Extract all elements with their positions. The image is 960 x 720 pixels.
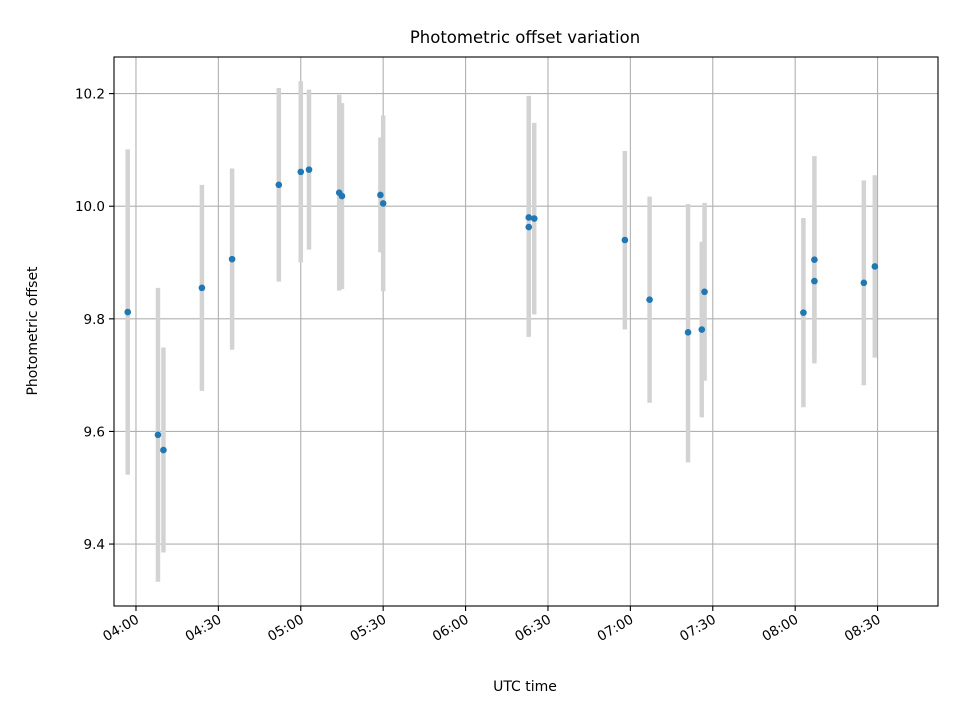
data-point (297, 168, 305, 176)
data-point (646, 296, 653, 303)
data-point (871, 263, 879, 270)
data-point (228, 255, 236, 263)
y-tick-label: 9.6 (84, 424, 105, 440)
y-tick-label: 9.8 (84, 312, 105, 328)
data-points (124, 166, 879, 454)
data-point (530, 215, 538, 222)
data-point (160, 446, 167, 454)
data-point (811, 256, 818, 264)
data-point (800, 309, 807, 316)
chart-title: Photometric offset variation (410, 28, 640, 47)
data-point (525, 214, 533, 221)
data-point (338, 192, 346, 200)
y-axis-label: Photometric offset (25, 266, 41, 396)
data-point (377, 191, 384, 199)
data-point (698, 326, 706, 333)
data-point (154, 431, 162, 439)
data-point (275, 181, 283, 189)
y-tick-label: 10.0 (75, 199, 105, 215)
data-point (305, 166, 313, 173)
data-point (379, 200, 387, 207)
data-point (811, 277, 818, 285)
data-point (621, 236, 629, 244)
data-point (860, 279, 868, 287)
y-tick-label: 10.2 (75, 87, 105, 103)
data-point (198, 284, 206, 292)
plot-frame (113, 56, 939, 607)
data-point (701, 288, 708, 296)
data-point (124, 308, 132, 316)
data-point (684, 329, 692, 336)
data-point (525, 223, 533, 231)
y-tick-label: 9.4 (84, 537, 105, 553)
x-axis-label: UTC time (493, 679, 557, 695)
